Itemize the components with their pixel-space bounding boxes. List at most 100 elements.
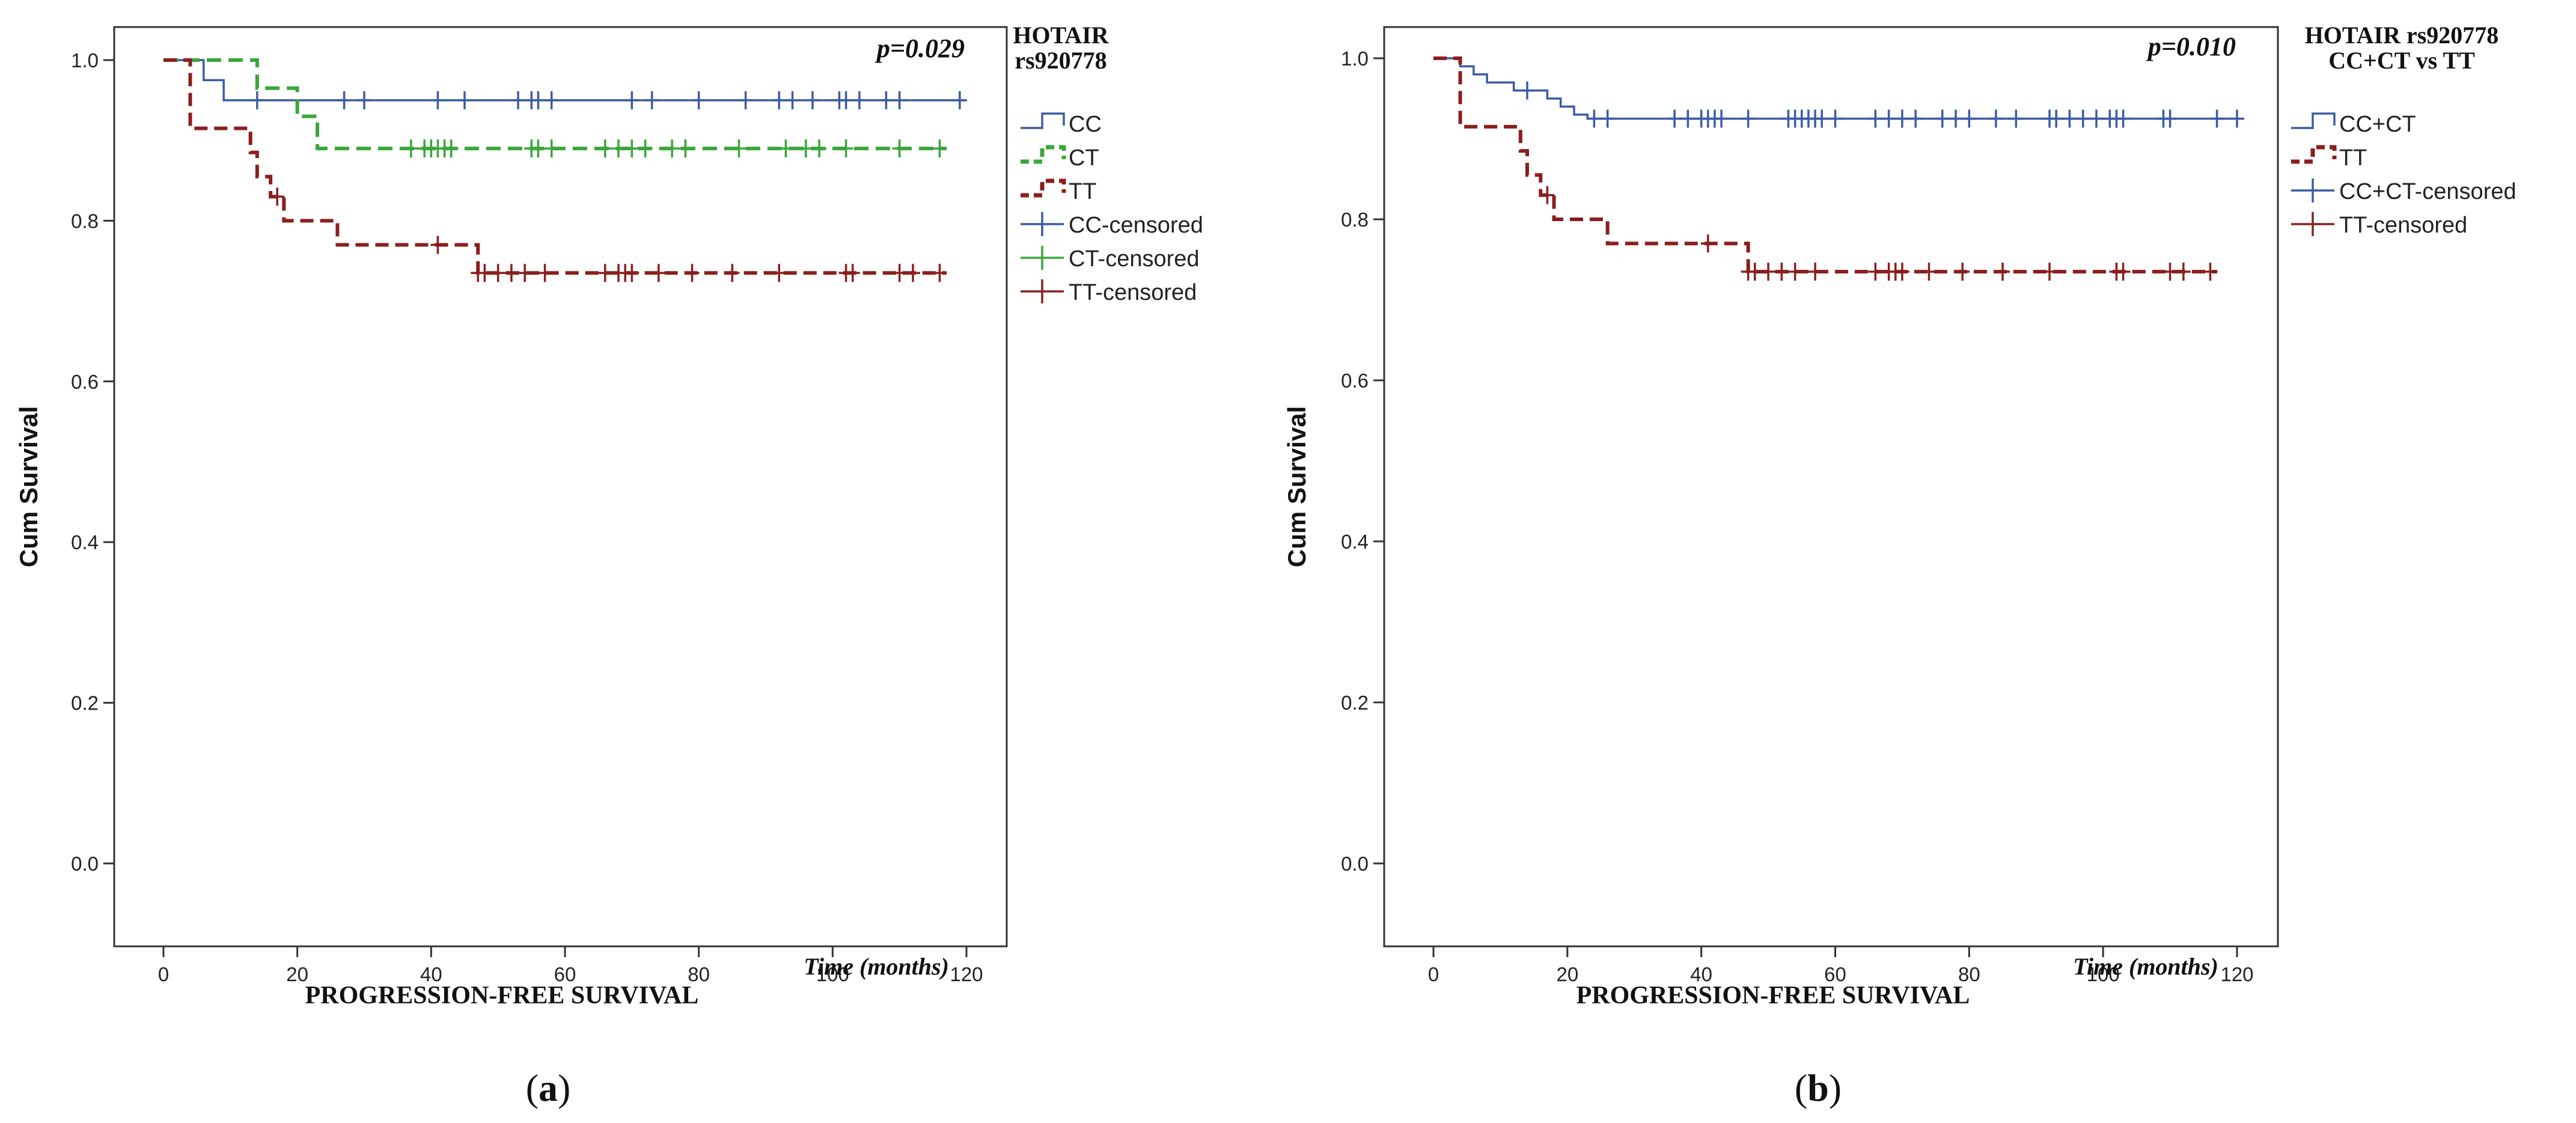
- censor-mark-tt: [270, 187, 285, 206]
- legend-swatch: [1021, 279, 1064, 303]
- legend-label: TT-censored: [1069, 280, 1197, 305]
- censor-mark-ct: [597, 139, 612, 158]
- legend-label: CT: [1069, 145, 1099, 171]
- censor-mark-tt: [685, 264, 700, 282]
- legend-title: HOTAIR rs920778: [2305, 22, 2499, 49]
- censor-mark-tt: [504, 264, 519, 282]
- censor-mark-ct: [611, 139, 626, 158]
- censor-mark-tt: [537, 264, 552, 282]
- censor-mark-cc: [738, 91, 753, 109]
- censor-mark-ct: [678, 139, 693, 158]
- legend-label: TT-censored: [2339, 213, 2467, 238]
- censor-mark-ccplusct: [1908, 109, 1923, 128]
- censor-mark-tt: [892, 264, 907, 282]
- censor-mark-ct: [531, 139, 546, 158]
- censor-mark-tt: [2176, 263, 2191, 281]
- censor-mark-ccplusct: [1949, 109, 1964, 128]
- censor-mark-ccplusct: [1988, 109, 2003, 128]
- legend-label: TT: [2339, 145, 2367, 171]
- censor-mark-cc: [805, 91, 820, 109]
- censor-mark-ccplusct: [1828, 109, 1843, 128]
- censor-mark-tt: [1868, 263, 1883, 281]
- legend-swatch: [1021, 145, 1066, 164]
- censor-mark-ccplusct: [1600, 109, 1615, 128]
- censor-mark-ccplusct: [2116, 109, 2131, 128]
- censor-mark-ccplusct: [1868, 109, 1883, 128]
- x-tick-label: 40: [420, 963, 442, 985]
- legend-label: CC-censored: [1069, 213, 1203, 238]
- censor-mark-ccplusct: [1519, 81, 1534, 100]
- censor-mark-tt: [1894, 263, 1909, 281]
- censor-mark-tt: [1747, 263, 1762, 281]
- censor-mark-tt: [1761, 263, 1776, 281]
- panel-letter: a: [539, 1067, 558, 1109]
- censor-mark-cc: [511, 91, 526, 109]
- y-tick-label: 0.0: [1341, 853, 1369, 875]
- censor-mark-tt: [905, 264, 920, 282]
- censor-mark-tt: [932, 264, 947, 282]
- censor-mark-cc: [785, 91, 800, 109]
- censor-mark-ccplusct: [2075, 109, 2090, 128]
- censor-mark-tt: [2116, 263, 2131, 281]
- x-tick-label: 100: [816, 963, 849, 985]
- y-tick-label: 1.0: [1341, 47, 1369, 70]
- censor-mark-ct: [444, 139, 459, 158]
- censor-mark-cc: [430, 91, 445, 109]
- legend-swatch: [2291, 178, 2334, 202]
- panel-paren: (: [526, 1067, 539, 1109]
- censor-mark-ccplusct: [1962, 109, 1977, 128]
- legend-swatch: [2291, 145, 2337, 164]
- censor-mark-tt: [2042, 263, 2057, 281]
- y-tick-label: 0.6: [71, 371, 99, 393]
- censor-mark-tt: [1700, 234, 1715, 253]
- panel-label: (a): [526, 1067, 571, 1109]
- censor-mark-tt: [490, 264, 505, 282]
- censor-mark-tt: [1808, 263, 1823, 281]
- panel-paren: ): [558, 1067, 570, 1109]
- censor-mark-ccplusct: [1814, 109, 1830, 128]
- legend-swatch: [1021, 178, 1066, 198]
- censor-mark-ccplusct: [2009, 109, 2024, 128]
- censor-mark-ccplusct: [1680, 109, 1695, 128]
- censor-mark-cc: [772, 91, 787, 109]
- x-tick-label: 60: [1824, 963, 1846, 985]
- censor-mark-cc: [624, 91, 639, 109]
- y-tick-label: 1.0: [71, 49, 99, 72]
- chart-panel-a: 0.0 0.2 0.4 0.6 0.8 1.0 0 20 40 60 80 100 120 Cum Sur…: [14, 22, 1203, 1109]
- legend-label: CC: [1069, 112, 1102, 137]
- p-value: p=0.029: [874, 34, 965, 63]
- censor-mark-cc: [838, 91, 853, 109]
- censor-mark-cc: [544, 91, 559, 109]
- censor-mark-ct: [544, 139, 559, 158]
- censor-mark-tt: [2162, 263, 2178, 281]
- censor-mark-ct: [778, 139, 793, 158]
- plot-frame: [113, 26, 1008, 948]
- censor-mark-ct: [665, 139, 680, 158]
- x-axis-label: Time (months): [804, 953, 949, 980]
- legend-label: CC+CT: [2339, 112, 2416, 137]
- censor-mark-ccplusct: [1741, 109, 1756, 128]
- censor-mark-ct: [932, 139, 947, 158]
- series-line-ct: [163, 58, 947, 151]
- censor-mark-cc: [691, 91, 706, 109]
- panel-letter: b: [1807, 1067, 1829, 1109]
- legend-title: HOTAIR: [1013, 22, 1109, 49]
- x-tick-label: 20: [286, 963, 308, 985]
- censor-mark-tt: [1774, 263, 1789, 281]
- censor-mark-ct: [812, 139, 827, 158]
- censor-mark-ct: [731, 139, 746, 158]
- y-tick-label: 0.6: [1341, 370, 1369, 392]
- censor-mark-ccplusct: [1881, 109, 1896, 128]
- censor-mark-tt: [845, 264, 860, 282]
- censor-mark-tt: [651, 264, 666, 282]
- x-axis-label: Time (months): [2073, 953, 2218, 980]
- y-tick-label: 0.8: [1341, 208, 1369, 231]
- censor-mark-cc: [892, 91, 907, 109]
- y-axis-label: Cum Survival: [14, 406, 43, 567]
- legend-title: CC+CT vs TT: [2328, 47, 2475, 74]
- censor-mark-tt: [772, 264, 787, 282]
- censor-mark-cc: [531, 91, 546, 109]
- p-value: p=0.010: [2146, 32, 2236, 61]
- legend-label: CC+CT-censored: [2339, 179, 2516, 204]
- plot-frame: [1383, 26, 2279, 948]
